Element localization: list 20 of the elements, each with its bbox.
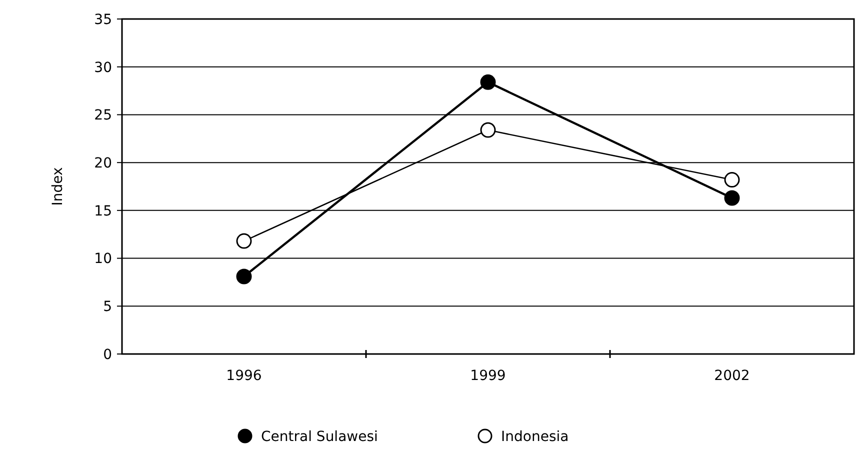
y-tick-label: 25 — [94, 108, 112, 124]
y-tick-label: 30 — [94, 60, 112, 76]
y-tick-label: 0 — [103, 346, 112, 363]
y-axis-title: Index — [50, 167, 66, 206]
point — [480, 74, 496, 90]
y-tick-label: 20 — [94, 155, 112, 172]
y-tick-label: 5 — [103, 299, 112, 316]
legend-label: Central Sulawesi — [261, 428, 378, 445]
x-tick-label: 1996 — [226, 368, 262, 384]
point — [236, 233, 252, 249]
y-tick-label: 35 — [94, 12, 112, 28]
point — [236, 268, 252, 284]
x-tick-label: 1999 — [470, 368, 506, 384]
legend-label: Indonesia — [501, 428, 569, 445]
x-tick-label: 2002 — [714, 368, 750, 384]
point — [724, 190, 740, 206]
point — [480, 122, 496, 138]
point — [724, 172, 740, 188]
y-tick-label: 15 — [94, 203, 112, 220]
y-tick-label: 10 — [94, 251, 112, 268]
